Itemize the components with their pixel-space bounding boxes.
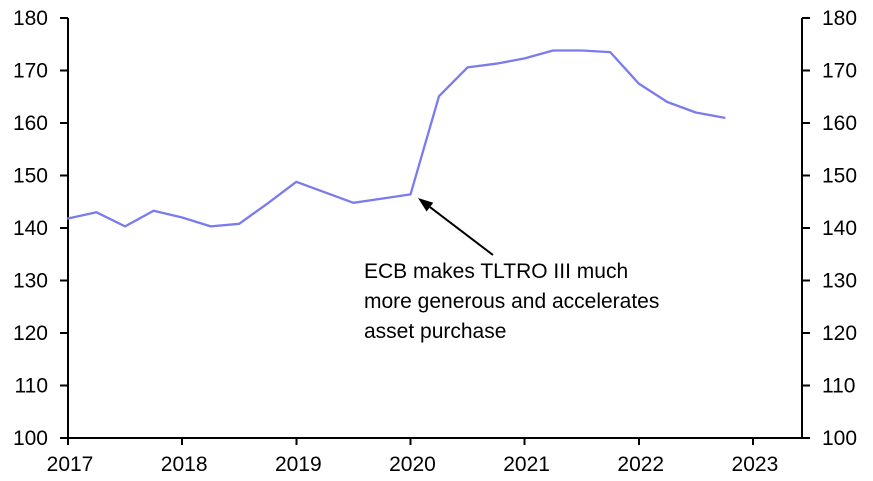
- annotation-line-3: asset purchase: [364, 320, 507, 343]
- x-tick-label: 2019: [275, 453, 322, 476]
- y-tick-label-right: 180: [822, 7, 857, 30]
- y-tick-label-left: 130: [13, 270, 48, 293]
- x-tick-label: 2023: [732, 453, 779, 476]
- annotation-line-2: more generous and accelerates: [364, 290, 660, 313]
- y-tick-label-right: 100: [822, 427, 857, 450]
- y-tick-label-left: 180: [13, 7, 48, 30]
- x-tick-label: 2022: [617, 453, 664, 476]
- y-tick-label-right: 130: [822, 270, 857, 293]
- y-tick-label-left: 160: [13, 112, 48, 135]
- y-tick-label-left: 150: [13, 165, 48, 188]
- x-tick-label: 2018: [161, 453, 208, 476]
- y-tick-label-right: 140: [822, 217, 857, 240]
- y-tick-label-left: 170: [13, 60, 48, 83]
- y-tick-label-left: 100: [13, 427, 48, 450]
- y-tick-label-right: 110: [822, 375, 855, 398]
- y-tick-label-left: 140: [13, 217, 48, 240]
- y-tick-label-right: 150: [822, 165, 857, 188]
- data-line: [66, 49, 726, 228]
- y-tick-label-left: 110: [15, 375, 48, 398]
- y-tick-label-left: 120: [13, 322, 48, 345]
- x-tick-label: 2020: [389, 453, 436, 476]
- annotation-arrow-shaft: [429, 206, 494, 256]
- annotation-line-1: ECB makes TLTRO III much: [364, 260, 629, 283]
- y-tick-label-right: 170: [822, 60, 857, 83]
- annotation-text-block: ECB makes TLTRO III much more generous a…: [364, 257, 659, 347]
- y-tick-label-right: 160: [822, 112, 857, 135]
- y-tick-label-right: 120: [822, 322, 857, 345]
- x-tick-label: 2017: [47, 453, 94, 476]
- annotation-arrowhead: [418, 198, 434, 212]
- x-tick-label: 2021: [503, 453, 550, 476]
